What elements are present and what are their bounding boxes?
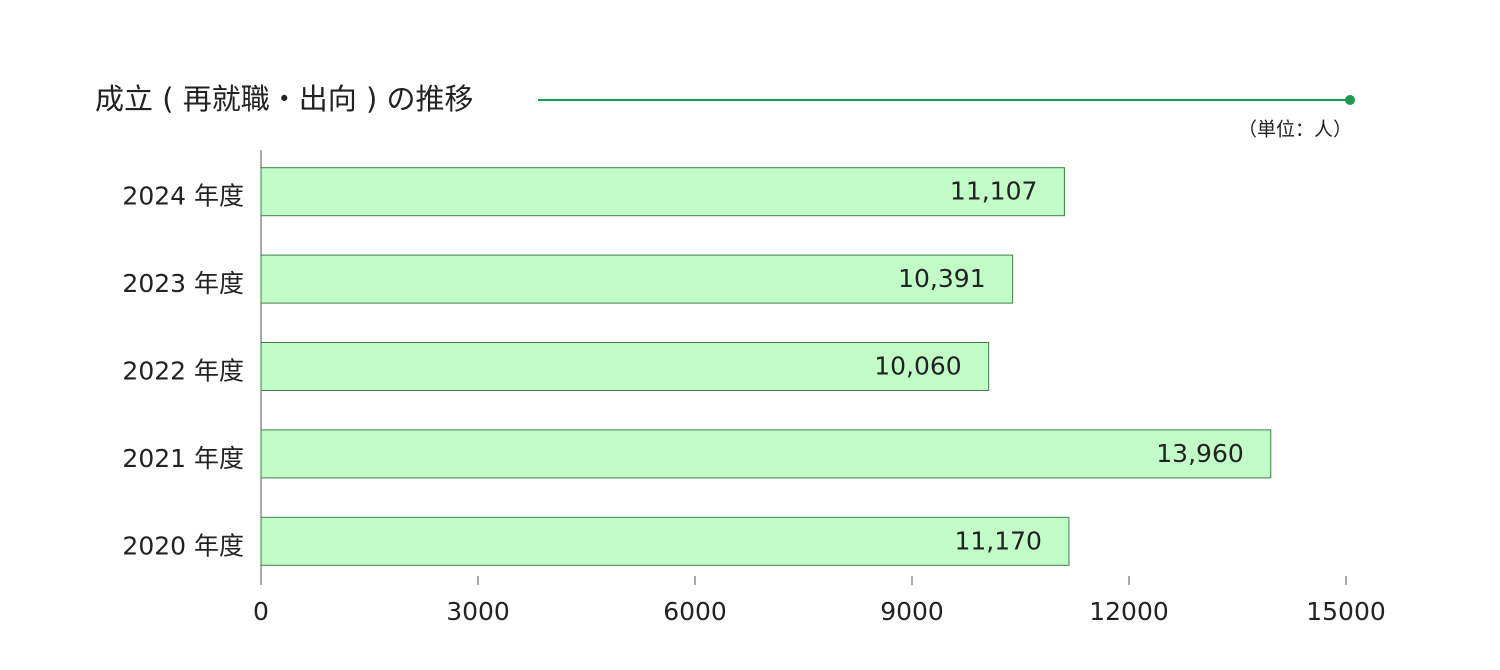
y-tick-label: 2023 年度 (122, 269, 244, 298)
y-tick-label: 2020 年度 (122, 531, 244, 560)
x-tick-label: 15000 (1306, 597, 1386, 626)
x-tick-label: 12000 (1089, 597, 1169, 626)
chart-title: 成立 ( 再就職・出向 ) の推移 (95, 82, 474, 116)
value-label: 11,107 (950, 177, 1037, 206)
unit-label: （単位：人） (1238, 119, 1352, 141)
bar (260, 342, 990, 391)
value-label: 10,391 (898, 264, 985, 293)
y-tick-label: 2021 年度 (122, 444, 244, 473)
value-label: 13,960 (1156, 439, 1243, 468)
x-tick-label: 6000 (663, 597, 727, 626)
bar (260, 254, 1014, 304)
bar (260, 167, 1065, 217)
y-tick-label: 2022 年度 (122, 357, 244, 386)
title-rule-dot (1345, 95, 1355, 105)
x-tick-label: 0 (253, 597, 269, 626)
bar (260, 429, 1272, 479)
y-tick-label: 2024 年度 (122, 182, 244, 211)
value-label: 11,170 (954, 526, 1041, 555)
value-label: 10,060 (874, 352, 961, 381)
x-tick-label: 9000 (880, 597, 944, 626)
x-tick-label: 3000 (446, 597, 510, 626)
bar (260, 516, 1070, 566)
